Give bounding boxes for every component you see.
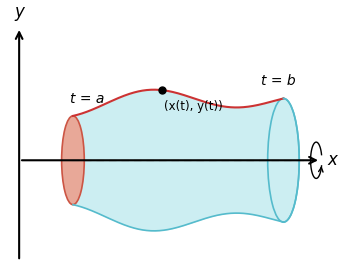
Ellipse shape	[268, 99, 299, 222]
Text: (x(t), y(t)): (x(t), y(t))	[164, 100, 223, 113]
Text: t = b: t = b	[262, 74, 296, 88]
Ellipse shape	[62, 116, 84, 205]
Text: x: x	[328, 151, 338, 169]
Text: y: y	[14, 3, 24, 21]
Text: t = a: t = a	[70, 92, 104, 106]
